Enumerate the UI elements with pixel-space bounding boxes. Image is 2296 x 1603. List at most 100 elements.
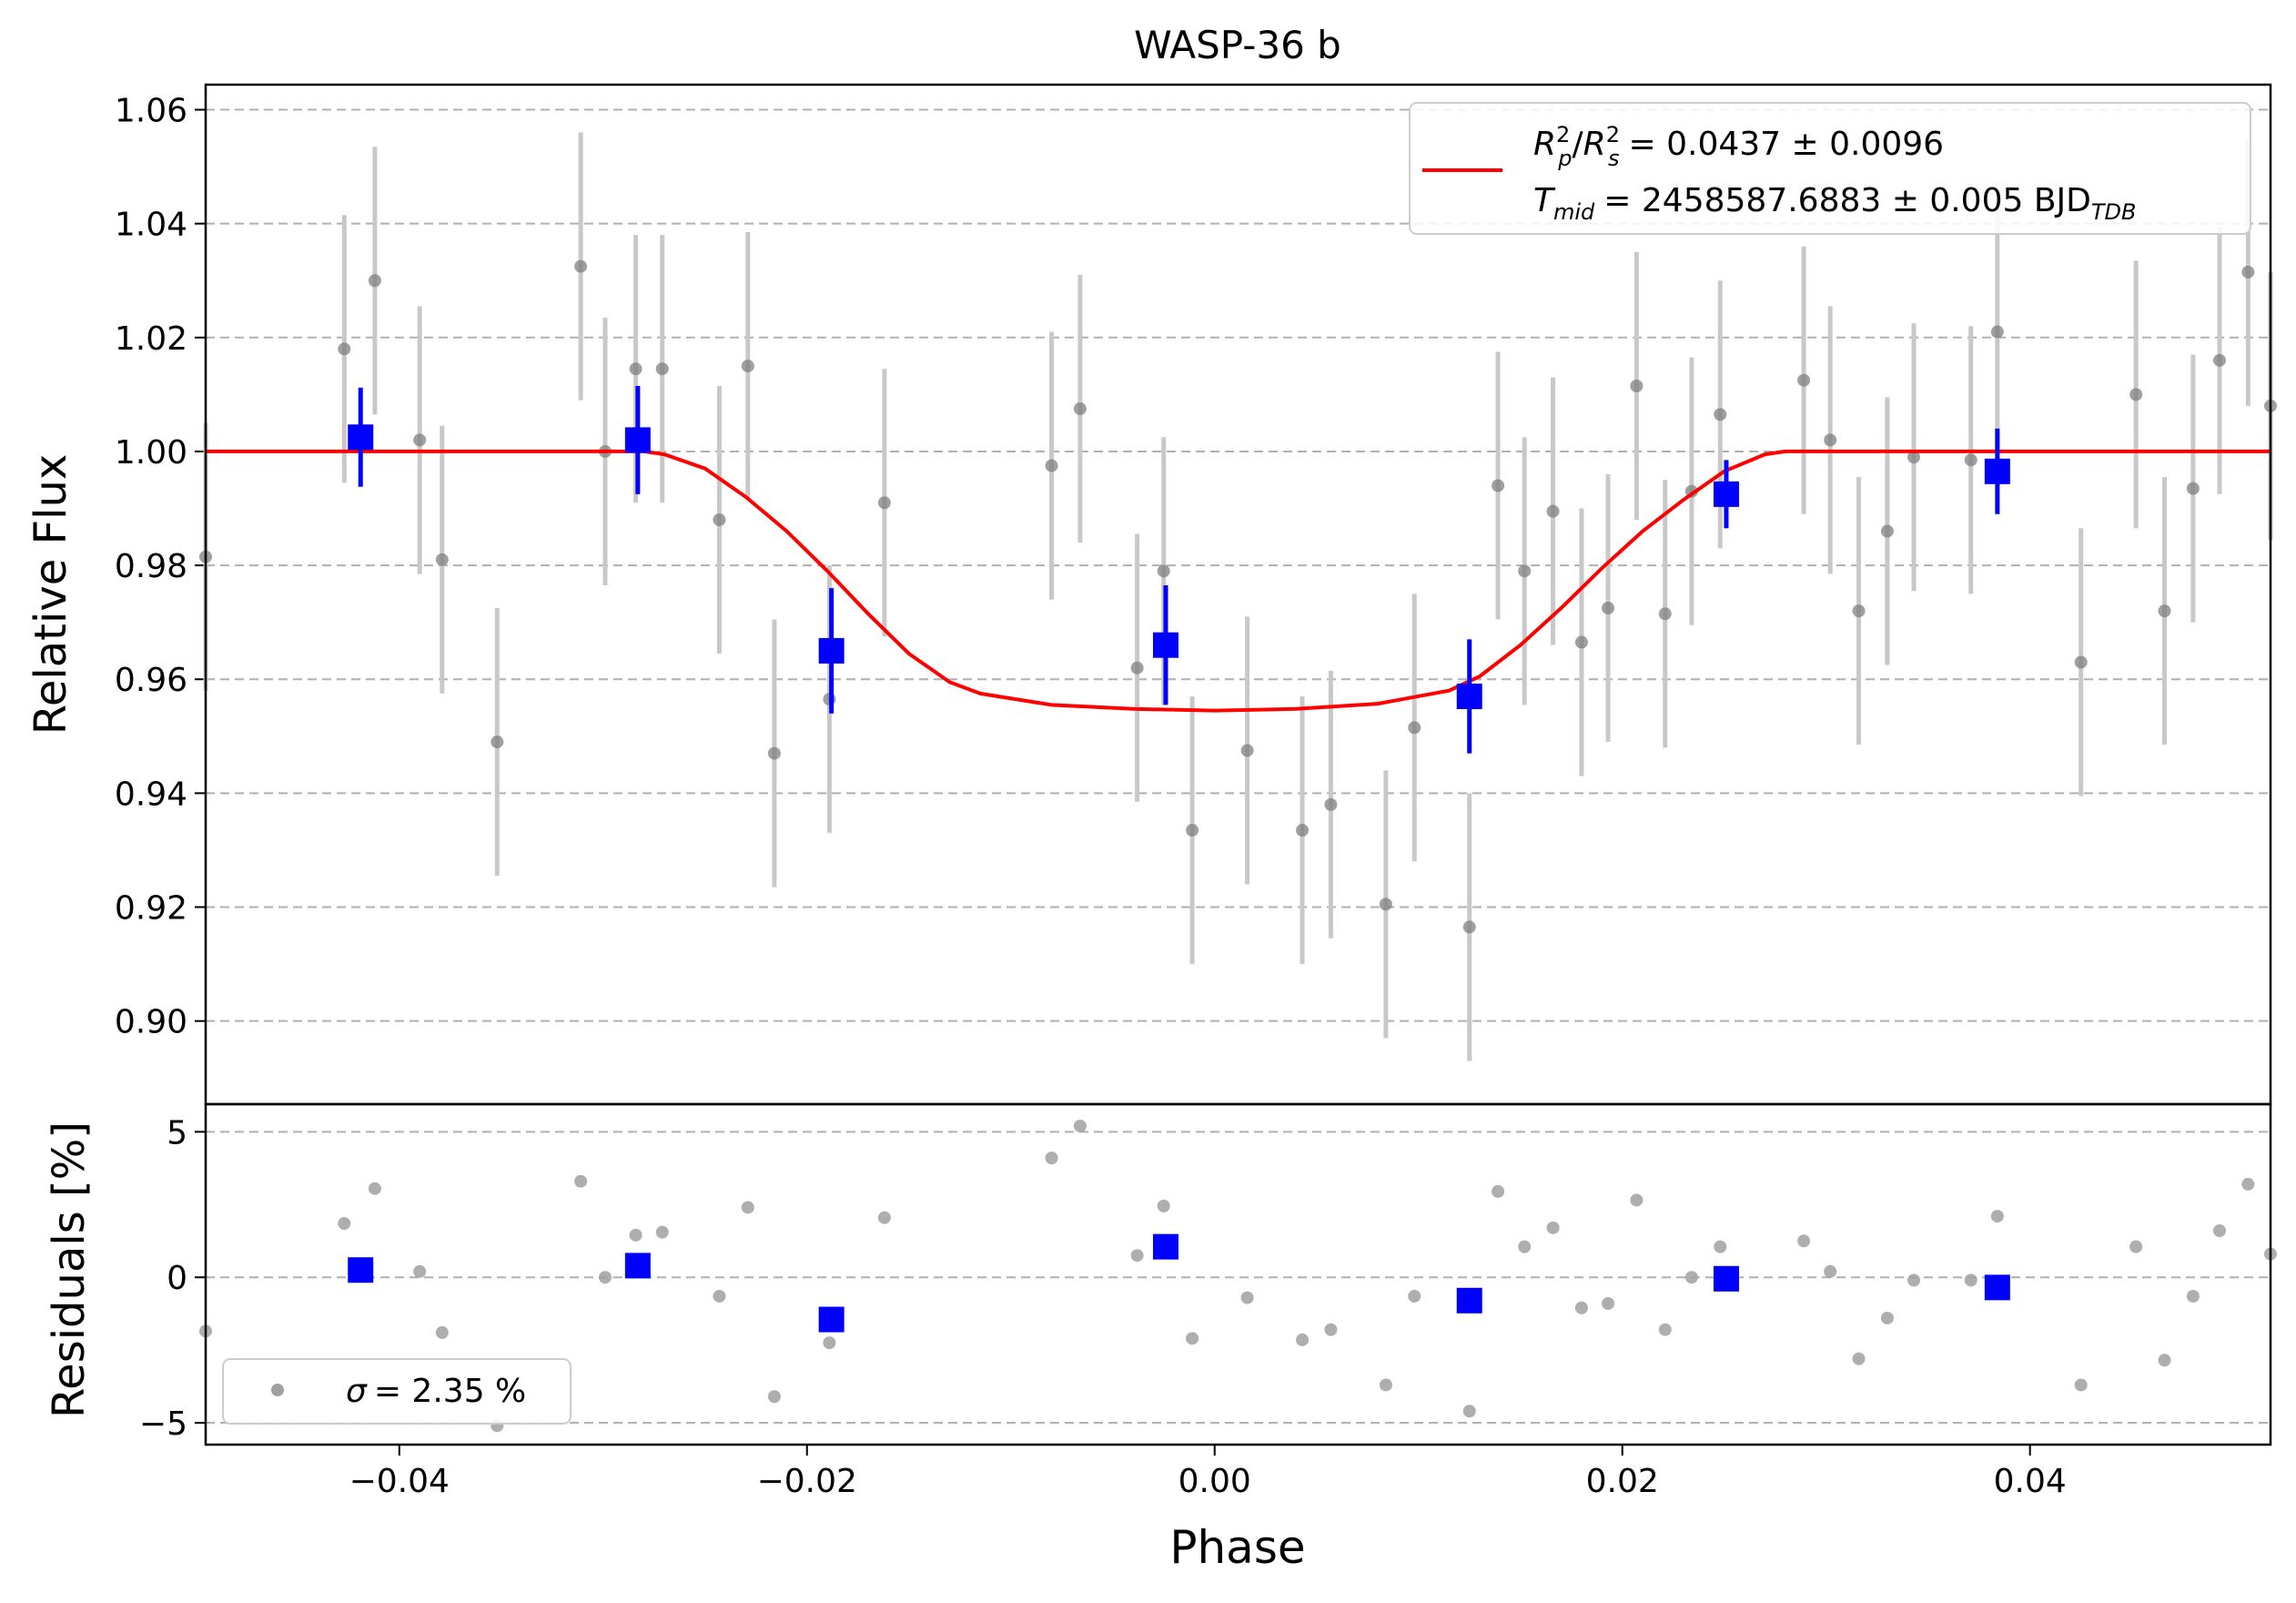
x-axis-label: Phase — [1169, 1521, 1305, 1574]
residuals-unbinned-point — [1186, 1332, 1199, 1345]
residuals-legend: σ = 2.35 % — [222, 1358, 571, 1425]
residuals-unbinned-point — [2129, 1240, 2143, 1253]
flux-unbinned-point — [574, 259, 588, 273]
flux-legend: R2 p/R2 s = 0.0437 ± 0.0096 Tmid = 2458587.6… — [1409, 102, 2251, 235]
residuals-unbinned-point — [1852, 1352, 1866, 1365]
flux-unbinned-point — [1408, 721, 1421, 735]
flux-unbinned-point — [2213, 353, 2227, 367]
flux-binned-point — [624, 427, 651, 453]
flux-binned-point — [818, 637, 845, 664]
residuals-unbinned-point — [629, 1228, 642, 1242]
flux-y-tick-label: 1.04 — [115, 207, 187, 244]
residuals-unbinned-point — [655, 1225, 669, 1239]
residuals-binned-point — [1713, 1265, 1739, 1292]
flux-unbinned-point — [1714, 408, 1727, 421]
flux-unbinned-point — [1296, 824, 1310, 837]
flux-unbinned-point — [713, 513, 726, 527]
flux-unbinned-point — [1045, 459, 1058, 472]
flux-unbinned-point — [1130, 661, 1144, 675]
flux-y-tick-label: 0.94 — [115, 776, 187, 813]
residuals-unbinned-point — [1714, 1240, 1727, 1253]
x-tick-label: 0.00 — [1178, 1463, 1251, 1500]
legend-t-symbol: T — [1533, 182, 1556, 219]
flux-unbinned-point — [1462, 920, 1476, 934]
residuals-unbinned-point — [1824, 1264, 1837, 1278]
residuals-unbinned-point — [1045, 1152, 1058, 1165]
flux-legend-box — [1409, 102, 2251, 235]
flux-y-axis-label: Relative Flux — [25, 454, 76, 736]
x-tick-label: −0.04 — [349, 1463, 450, 1500]
flux-unbinned-point — [1964, 453, 1977, 467]
residuals-panel: −5 0 5 −0.04 −0.02 0.00 0.02 0.04 Residuals [%… — [44, 1102, 2277, 1574]
flux-unbinned-point — [2074, 655, 2088, 669]
residuals-y-ticks: −5 0 5 — [139, 1114, 206, 1443]
flux-unbinned-point — [1518, 564, 1532, 578]
residuals-unbinned-point — [1797, 1234, 1811, 1248]
residuals-unbinned-point — [2213, 1224, 2227, 1238]
residuals-unbinned-point — [2241, 1177, 2255, 1191]
residuals-unbinned-point — [1880, 1311, 1894, 1324]
residuals-unbinned-point — [1379, 1378, 1392, 1392]
flux-unbinned-point — [2129, 388, 2143, 401]
flux-unbinned-point — [877, 496, 891, 510]
flux-y-tick-label: 1.00 — [115, 434, 187, 472]
residuals-binned-point — [818, 1306, 845, 1333]
residuals-unbinned-point — [2158, 1354, 2171, 1367]
residuals-unbinned-point — [1630, 1193, 1644, 1207]
flux-y-ticks: 0.90 0.92 0.94 0.96 0.98 1.00 1.02 1.04 1.06 — [115, 93, 206, 1041]
flux-y-tick-label: 0.92 — [115, 890, 187, 928]
flux-unbinned-point — [1658, 607, 1672, 621]
legend-tdb-sub: TDB — [2091, 199, 2137, 225]
residuals-unbinned-point — [877, 1211, 891, 1224]
residuals-y-tick-label: −5 — [139, 1405, 187, 1443]
residuals-unbinned-point — [1574, 1301, 1588, 1314]
residuals-unbinned-point — [338, 1217, 351, 1231]
legend-tmid-value: = 2458587.6883 ± 0.005 BJD — [1603, 182, 2091, 219]
flux-unbinned-point — [2186, 482, 2200, 495]
residuals-unbinned-point — [1324, 1323, 1338, 1336]
flux-binned-points — [348, 424, 2010, 709]
residuals-y-axis-label: Residuals [%] — [44, 1121, 95, 1418]
residuals-unbinned-point — [1658, 1323, 1672, 1336]
transit-model-line — [206, 449, 2271, 713]
flux-binned-point — [1456, 684, 1482, 709]
residuals-unbinned-point — [574, 1174, 588, 1188]
flux-panel: 0.90 0.92 0.94 0.96 0.98 1.00 1.02 1.04 1.06 Rel… — [25, 83, 2277, 1106]
residuals-binned-points — [348, 1233, 2010, 1333]
flux-unbinned-point — [1824, 433, 1837, 447]
flux-binned-point — [1984, 458, 2010, 484]
flux-unbinned-point — [1157, 564, 1170, 578]
flux-unbinned-point — [1630, 379, 1644, 392]
residuals-unbinned-point — [413, 1264, 427, 1278]
flux-unbinned-point — [1880, 524, 1894, 538]
flux-unbinned-point — [1324, 797, 1338, 811]
flux-unbinned-point — [2241, 265, 2255, 279]
flux-y-tick-label: 1.02 — [115, 320, 187, 358]
residuals-unbinned-point — [1296, 1333, 1310, 1346]
residuals-x-ticks: −0.04 −0.02 0.00 0.02 0.04 — [349, 1445, 2067, 1500]
residuals-unbinned-point — [1408, 1289, 1421, 1303]
residuals-binned-point — [1152, 1233, 1178, 1260]
flux-unbinned-point — [1907, 451, 1921, 464]
residuals-unbinned-point — [1492, 1184, 1505, 1198]
x-tick-label: 0.04 — [1994, 1463, 2067, 1500]
residuals-unbinned-point — [1130, 1249, 1144, 1263]
residuals-unbinned-point — [2186, 1289, 2200, 1303]
residuals-binned-point — [624, 1253, 651, 1279]
residuals-legend-marker — [271, 1384, 284, 1396]
flux-y-tick-label: 0.96 — [115, 662, 187, 699]
residuals-binned-point — [1456, 1287, 1482, 1314]
flux-unbinned-point — [767, 746, 781, 760]
residuals-unbinned-point — [767, 1390, 781, 1404]
residuals-binned-point — [348, 1257, 374, 1283]
flux-unbinned-point — [1852, 604, 1866, 618]
legend-rs-sub: s — [1608, 146, 1620, 171]
flux-unbinned-point — [1073, 402, 1087, 416]
residuals-panel-frame — [204, 1102, 2272, 1446]
flux-unbinned-point — [491, 736, 504, 749]
residuals-unbinned-point — [741, 1201, 754, 1214]
sigma-value: = 2.35 % — [374, 1373, 526, 1410]
residuals-unbinned-point — [1073, 1119, 1087, 1132]
flux-unbinned-point — [1990, 325, 2004, 339]
flux-unbinned-point — [1240, 744, 1254, 757]
